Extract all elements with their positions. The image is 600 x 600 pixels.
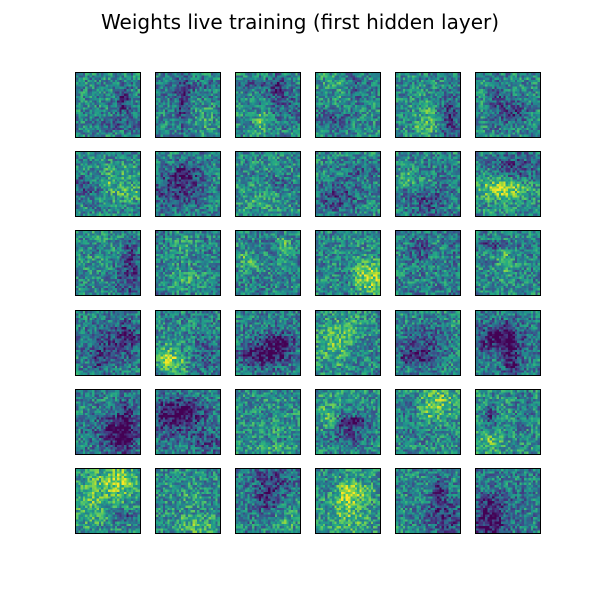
weight-image [76, 390, 140, 454]
weight-image [396, 390, 460, 454]
weight-panel-r4-c3 [235, 310, 301, 376]
weight-panel-r2-c6 [475, 151, 541, 217]
weight-panel-r2-c1 [75, 151, 141, 217]
weight-panel-r2-c4 [315, 151, 381, 217]
weight-panel-r1-c1 [75, 72, 141, 138]
weight-image [396, 311, 460, 375]
weight-image [236, 73, 300, 137]
weight-panel-r5-c4 [315, 389, 381, 455]
weight-panel-r3-c4 [315, 230, 381, 296]
weight-panel-r4-c2 [155, 310, 221, 376]
weight-panel-r3-c6 [475, 230, 541, 296]
weight-panel-r6-c6 [475, 468, 541, 534]
weight-image [316, 73, 380, 137]
weight-image [76, 311, 140, 375]
weight-image [476, 311, 540, 375]
weight-image [236, 231, 300, 295]
weight-panel-r4-c6 [475, 310, 541, 376]
weight-image [76, 152, 140, 216]
weight-image [316, 152, 380, 216]
weight-panel-r6-c4 [315, 468, 381, 534]
weight-panel-r4-c1 [75, 310, 141, 376]
weight-image [236, 311, 300, 375]
weight-image [156, 469, 220, 533]
weight-image [76, 231, 140, 295]
weight-panel-r5-c5 [395, 389, 461, 455]
weight-panel-r4-c4 [315, 310, 381, 376]
weight-panel-r3-c3 [235, 230, 301, 296]
weight-panel-r5-c3 [235, 389, 301, 455]
weight-panel-r6-c3 [235, 468, 301, 534]
weight-panel-r1-c4 [315, 72, 381, 138]
weight-panel-r2-c3 [235, 151, 301, 217]
weight-panel-r1-c6 [475, 72, 541, 138]
weight-image [156, 152, 220, 216]
weight-image [156, 73, 220, 137]
weight-panel-r3-c2 [155, 230, 221, 296]
weight-panel-r6-c2 [155, 468, 221, 534]
weight-image [476, 152, 540, 216]
weight-image [156, 311, 220, 375]
weight-image [396, 469, 460, 533]
weight-image [316, 390, 380, 454]
figure-title: Weights live training (first hidden laye… [100, 10, 500, 34]
weight-image [476, 469, 540, 533]
weight-image [476, 231, 540, 295]
weight-image [396, 73, 460, 137]
weight-image [236, 469, 300, 533]
weight-panel-r5-c6 [475, 389, 541, 455]
weight-panel-r1-c5 [395, 72, 461, 138]
weight-panel-r4-c5 [395, 310, 461, 376]
weight-panel-r6-c1 [75, 468, 141, 534]
weight-image [156, 231, 220, 295]
weight-panel-r5-c1 [75, 389, 141, 455]
weight-image [236, 152, 300, 216]
weight-panel-r1-c3 [235, 72, 301, 138]
weight-panel-r2-c2 [155, 151, 221, 217]
weight-image [396, 231, 460, 295]
weight-panel-r3-c5 [395, 230, 461, 296]
weight-image [316, 231, 380, 295]
weight-image [156, 390, 220, 454]
weight-panel-r5-c2 [155, 389, 221, 455]
weight-image [396, 152, 460, 216]
weight-panel-r2-c5 [395, 151, 461, 217]
weight-image [476, 390, 540, 454]
weight-panel-r1-c2 [155, 72, 221, 138]
weight-image [316, 311, 380, 375]
weight-image [236, 390, 300, 454]
weight-image [476, 73, 540, 137]
weight-image [76, 73, 140, 137]
weight-image [316, 469, 380, 533]
weight-panel-r3-c1 [75, 230, 141, 296]
weight-image [76, 469, 140, 533]
weight-panel-r6-c5 [395, 468, 461, 534]
